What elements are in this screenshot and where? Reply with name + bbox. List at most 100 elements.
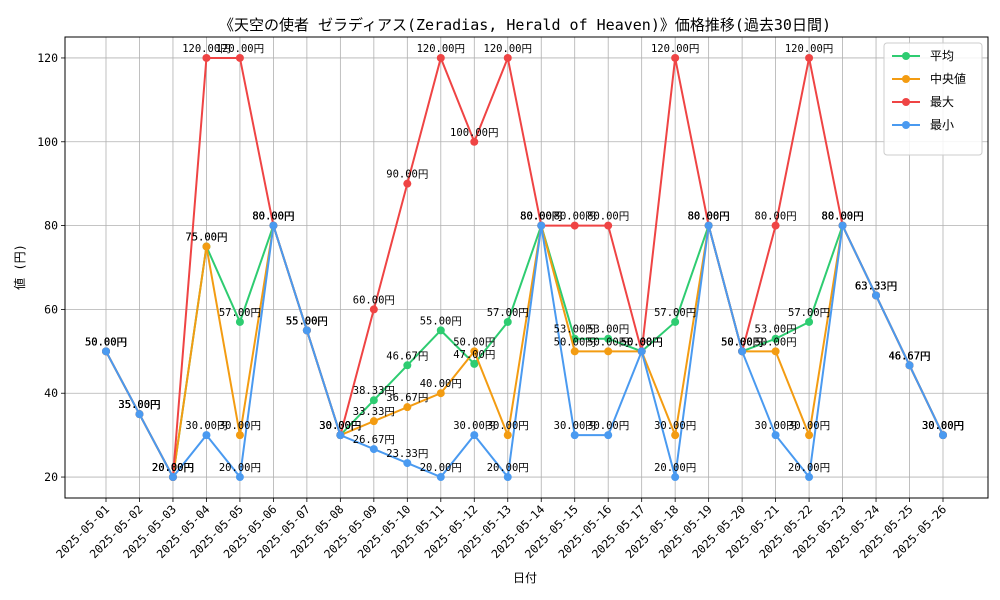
series-layer: [102, 53, 947, 482]
data-label: 46.67円: [888, 350, 930, 362]
data-label: 30.00円: [319, 420, 361, 432]
data-label: 36.67円: [386, 392, 428, 404]
data-point: [872, 291, 881, 300]
data-point: [671, 431, 680, 440]
data-label: 30.00円: [587, 420, 629, 432]
data-point: [102, 347, 110, 356]
data-point: [202, 242, 211, 251]
data-point: [470, 359, 479, 368]
data-label: 35.00円: [118, 399, 160, 411]
data-label: 30.00円: [922, 420, 964, 432]
data-label: 53.00円: [755, 324, 797, 336]
data-point: [235, 317, 244, 326]
data-point: [805, 53, 814, 62]
legend-label: 最小: [930, 118, 954, 132]
data-point: [805, 431, 814, 440]
data-point: [403, 459, 412, 468]
data-point: [570, 431, 579, 440]
data-label: 30.00円: [654, 420, 696, 432]
data-point: [470, 431, 479, 440]
data-point: [436, 53, 445, 62]
data-point: [503, 431, 512, 440]
data-label: 80.00円: [252, 211, 294, 223]
data-label: 80.00円: [520, 211, 562, 223]
data-label: 120.00円: [785, 43, 833, 55]
y-tick-label: 40: [44, 386, 58, 400]
data-label: 47.00円: [453, 349, 495, 361]
data-point: [403, 403, 412, 412]
data-label: 30.00円: [319, 420, 361, 432]
data-point: [235, 431, 244, 440]
data-label: 80.00円: [755, 211, 797, 223]
data-label: 40.00円: [420, 378, 462, 390]
legend-label: 平均: [930, 49, 954, 63]
data-label: 20.00円: [152, 462, 194, 474]
grid: [65, 37, 988, 498]
data-point: [503, 53, 512, 62]
data-point: [470, 137, 479, 146]
data-label: 63.33円: [855, 280, 897, 292]
data-label: 80.00円: [688, 211, 730, 223]
data-label: 80.00円: [688, 211, 730, 223]
data-label: 50.00円: [721, 336, 763, 348]
data-point: [235, 473, 244, 482]
series-line: [105, 222, 944, 481]
data-point: [135, 410, 144, 419]
data-label: 80.00円: [587, 211, 629, 223]
data-label: 30.00円: [185, 420, 227, 432]
data-label: 26.67円: [353, 434, 395, 446]
data-point: [202, 431, 211, 440]
y-tick-label: 120: [37, 51, 58, 65]
chart-title: 《天空の使者 ゼラディアス(Zeradias, Herald of Heaven…: [219, 16, 831, 34]
data-label: 50.00円: [621, 336, 663, 348]
data-point: [637, 347, 646, 356]
data-label: 90.00円: [386, 169, 428, 181]
data-point: [369, 305, 378, 314]
data-point: [403, 361, 412, 370]
data-label: 80.00円: [688, 211, 730, 223]
data-label: 30.00円: [453, 420, 495, 432]
data-label: 20.00円: [152, 462, 194, 474]
data-label: 30.00円: [319, 420, 361, 432]
data-label: 100.00円: [450, 127, 498, 139]
data-point: [604, 347, 613, 356]
data-label: 120.00円: [651, 43, 699, 55]
data-label: 55.00円: [286, 315, 328, 327]
data-label: 50.00円: [85, 336, 127, 348]
data-label: 55.00円: [420, 315, 462, 327]
legend-marker: [902, 121, 910, 129]
data-label: 46.67円: [888, 350, 930, 362]
plot-frame: [64, 36, 989, 499]
data-label: 57.00円: [219, 307, 261, 319]
y-tick-label: 100: [37, 135, 58, 149]
data-label: 30.00円: [922, 420, 964, 432]
data-label: 63.33円: [855, 280, 897, 292]
data-label: 55.00円: [286, 315, 328, 327]
data-point: [470, 347, 479, 356]
data-point: [771, 431, 780, 440]
data-label: 63.33円: [855, 280, 897, 292]
data-point: [302, 326, 311, 335]
data-label: 50.00円: [453, 336, 495, 348]
data-label: 38.33円: [353, 385, 395, 397]
series-line: [105, 222, 944, 480]
data-label: 50.00円: [621, 336, 663, 348]
data-label: 50.00円: [721, 336, 763, 348]
data-label: 75.00円: [185, 232, 227, 244]
legend-label: 中央値: [930, 71, 966, 86]
series-最小: [102, 221, 947, 482]
data-label: 80.00円: [252, 211, 294, 223]
data-label: 55.00円: [286, 315, 328, 327]
data-label: 57.00円: [487, 307, 529, 319]
data-label: 30.00円: [788, 420, 830, 432]
data-label: 63.33円: [855, 280, 897, 292]
data-point: [570, 221, 579, 230]
data-point: [403, 179, 412, 188]
data-label: 120.00円: [417, 43, 465, 55]
data-label: 30.00円: [319, 420, 361, 432]
data-label: 30.00円: [922, 420, 964, 432]
data-point: [436, 389, 445, 398]
data-label: 50.00円: [621, 336, 663, 348]
series-line: [105, 54, 944, 481]
